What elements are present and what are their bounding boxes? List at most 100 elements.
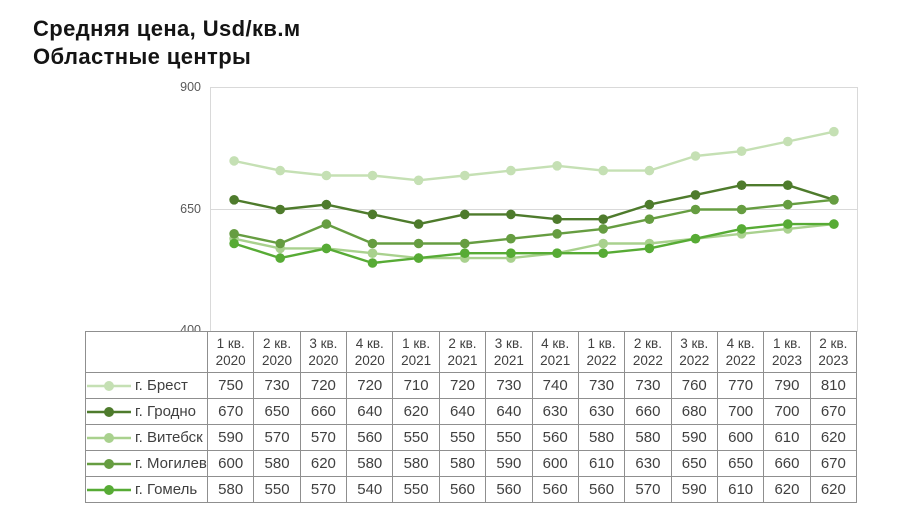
table-row: г. Витебск 590 570 570 560 550 550 550 560 580 580…	[85, 424, 858, 451]
quarter-header-cell: 2 кв. 2020	[253, 331, 301, 373]
value-cell: 560	[531, 476, 579, 503]
series-line	[233, 222, 834, 265]
value-cell: 570	[299, 476, 348, 503]
value-cell: 560	[577, 476, 626, 503]
value-cell: 620	[392, 398, 440, 425]
value-cell: 650	[716, 450, 765, 477]
legend-item: г. Могилев	[85, 450, 208, 477]
value-cell: 770	[716, 372, 765, 399]
value-cell: 550	[253, 476, 301, 503]
table-header-row: 1 кв. 2020 2 кв. 2020 3 кв. 2020 4 кв. 2020 1 кв…	[85, 331, 858, 373]
data-point-marker	[783, 199, 793, 210]
value-cell: 730	[253, 372, 301, 399]
value-cell: 600	[716, 424, 765, 451]
data-point-marker	[829, 195, 839, 205]
data-point-marker	[413, 238, 424, 249]
value-cell: 680	[670, 398, 718, 425]
data-point-marker	[690, 190, 701, 200]
value-cell: 580	[206, 476, 255, 503]
series-marker-icon	[87, 406, 131, 417]
value-cell: 620	[299, 450, 348, 477]
data-point-marker	[321, 170, 332, 181]
table-row: г. Могилев 600 580 620 580 580 580 590 600 610 630…	[85, 450, 858, 477]
quarter-header-cell: 3 кв. 2020	[299, 331, 348, 373]
value-cell: 650	[253, 398, 301, 425]
data-point-marker	[413, 219, 424, 229]
value-cell: 550	[392, 476, 440, 503]
legend-item: г. Гродно	[85, 398, 208, 425]
data-point-marker	[275, 238, 285, 249]
data-point-marker	[598, 165, 608, 176]
data-point-marker	[736, 204, 747, 215]
data-point-marker	[552, 248, 562, 258]
data-point-marker	[644, 214, 655, 224]
quarter-header-cell: 2 кв. 2021	[438, 331, 487, 373]
quarter-header-cell: 4 кв. 2021	[531, 331, 579, 373]
value-cell: 540	[346, 476, 394, 503]
value-cell: 580	[392, 450, 440, 477]
value-cell: 720	[346, 372, 394, 399]
value-cell: 610	[716, 476, 765, 503]
value-cell: 790	[763, 372, 811, 399]
quarter-header-cell: 1 кв. 2022	[577, 331, 626, 373]
value-cell: 670	[809, 398, 858, 425]
data-point-marker	[829, 126, 839, 137]
value-cell: 640	[346, 398, 394, 425]
data-point-marker	[367, 238, 378, 249]
y-axis-tick-label: 650	[180, 201, 201, 216]
quarter-header-cell: 1 кв. 2021	[392, 331, 440, 373]
value-cell: 620	[763, 476, 811, 503]
value-cell: 670	[809, 450, 858, 477]
series-label: г. Гродно	[135, 403, 196, 420]
data-point-marker	[598, 214, 608, 224]
value-cell: 590	[670, 476, 718, 503]
table-row: г. Гомель 580 550 570 540 550 560 560 560 560 570 5…	[85, 476, 858, 503]
legend-item: г. Брест	[85, 372, 208, 399]
value-cell: 720	[299, 372, 348, 399]
data-point-marker	[460, 170, 470, 181]
series-line	[233, 130, 835, 182]
series-marker-icon	[87, 432, 131, 443]
value-cell: 580	[577, 424, 626, 451]
data-point-marker	[506, 233, 516, 244]
series-line	[233, 183, 835, 226]
data-point-marker	[460, 248, 470, 258]
value-cell: 570	[253, 424, 301, 451]
chart-title-line2: Областные центры	[33, 44, 252, 69]
data-point-marker	[690, 204, 701, 215]
value-cell: 730	[577, 372, 626, 399]
data-point-marker	[460, 238, 470, 249]
value-cell: 650	[670, 450, 718, 477]
legend-item: г. Витебск	[85, 424, 208, 451]
value-cell: 810	[809, 372, 858, 399]
data-point-marker	[229, 156, 239, 166]
value-cell: 590	[670, 424, 718, 451]
data-point-marker	[229, 229, 239, 239]
value-cell: 570	[624, 476, 672, 503]
data-point-marker	[783, 180, 793, 190]
price-table: 1 кв. 2020 2 кв. 2020 3 кв. 2020 4 кв. 2020 1 кв…	[85, 331, 858, 503]
data-point-marker	[229, 195, 239, 205]
data-point-marker	[321, 243, 332, 254]
quarter-header-cell: 3 кв. 2022	[670, 331, 718, 373]
data-point-marker	[552, 214, 562, 224]
value-cell: 760	[670, 372, 718, 399]
value-cell: 710	[392, 372, 440, 399]
data-point-marker	[275, 165, 285, 176]
table-row: г. Брест 750 730 720 720 710 720 730 740 730 730 76…	[85, 372, 858, 399]
quarter-header-cell: 1 кв. 2023	[763, 331, 811, 373]
value-cell: 660	[299, 398, 348, 425]
data-point-marker	[552, 161, 562, 171]
data-point-marker	[644, 199, 655, 210]
data-point-marker	[644, 243, 655, 254]
data-point-marker	[229, 238, 239, 249]
data-point-marker	[367, 258, 378, 268]
quarter-header-cell: 1 кв. 2020	[206, 331, 255, 373]
data-point-marker	[829, 219, 839, 229]
data-point-marker	[783, 136, 793, 147]
data-point-marker	[598, 238, 608, 249]
data-point-marker	[690, 233, 701, 244]
value-cell: 700	[763, 398, 811, 425]
series-line	[233, 198, 835, 245]
quarter-header-cell: 2 кв. 2022	[624, 331, 672, 373]
